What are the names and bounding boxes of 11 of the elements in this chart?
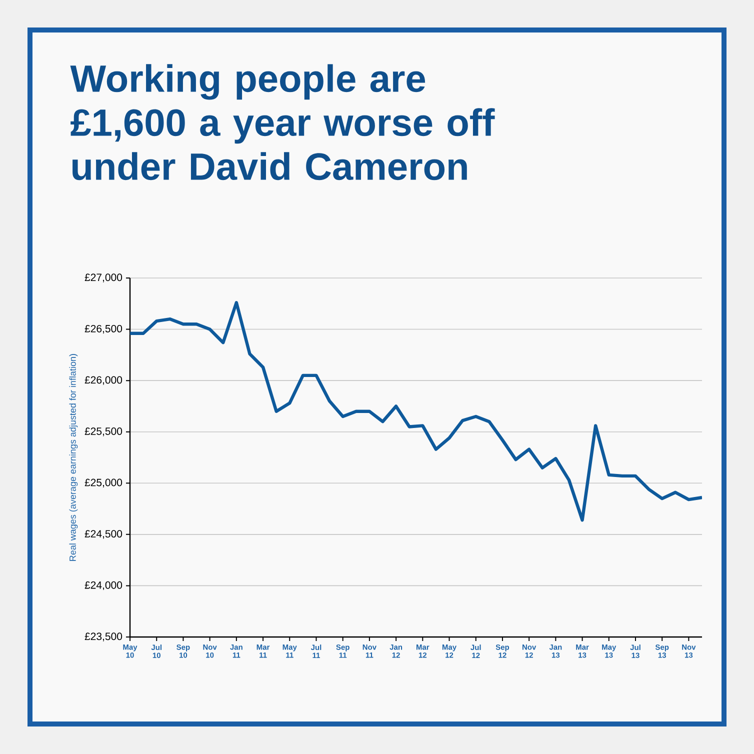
y-tick-label: £27,000 [84,274,122,282]
y-tick-label: £23,500 [84,632,122,642]
y-tick-label: £24,500 [84,530,122,539]
y-tick-label: £25,000 [84,478,122,488]
y-tick-label: £26,500 [84,324,122,334]
chart-title: Working people are £1,600 a year worse off under David Cameron [70,64,495,180]
y-tick-label: £26,000 [84,376,122,385]
y-axis-title: Real wages (average earnings adjusted for inflation) [69,354,78,561]
y-tick-label: £24,000 [84,581,122,590]
line-series [130,301,702,522]
y-tick-label: £25,500 [84,428,122,436]
